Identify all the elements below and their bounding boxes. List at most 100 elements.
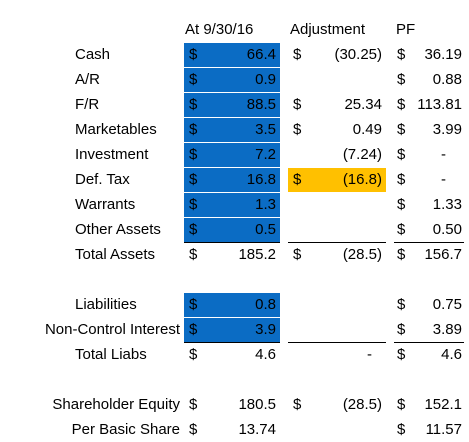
base-value: 1.3 (255, 196, 276, 213)
base-value: 66.4 (246, 46, 276, 63)
currency-symbol: $ (397, 171, 406, 188)
currency-symbol: $ (397, 246, 406, 263)
base-value-cell: $13.74 (184, 418, 280, 442)
currency-symbol: $ (189, 71, 198, 88)
currency-symbol: $ (189, 396, 198, 413)
header-date: At 9/30/16 (185, 21, 254, 38)
table-row: Other Assets $0.5 $0.50 (0, 218, 469, 243)
pf-value-cell: $0.75 (394, 293, 464, 317)
base-value: 185.2 (238, 246, 276, 263)
pf-value: 0.50 (432, 221, 462, 238)
base-value: 7.2 (255, 146, 276, 163)
currency-symbol: $ (293, 121, 302, 138)
row-label: F/R (75, 96, 100, 113)
currency-symbol: $ (189, 46, 198, 63)
currency-symbol: $ (397, 396, 406, 413)
pf-value: 156.7 (424, 246, 462, 263)
adjustment-value-cell: $ (30.25) (288, 43, 386, 67)
table-row: Non-Control Interest $3.9 $3.89 (0, 318, 469, 343)
row-label: Non-Control Interest (44, 321, 180, 338)
adjustment-value-cell: $0.49 (288, 118, 386, 142)
currency-symbol: $ (189, 346, 198, 363)
pf-value: 0.88 (432, 71, 462, 88)
currency-symbol: $ (189, 196, 198, 213)
base-value-cell: $66.4 (184, 43, 280, 67)
pf-value: 0.75 (432, 296, 462, 313)
adjustment-value: (28.5) (342, 396, 382, 413)
pf-value-cell: $156.7 (394, 243, 464, 267)
base-value-cell: $3.5 (184, 118, 280, 142)
table-row: A/R $0.9 $0.88 (0, 68, 469, 92)
adjustment-value-cell (288, 193, 386, 217)
pf-value-cell: $36.19 (394, 43, 464, 67)
pf-value: - (441, 171, 446, 188)
table-row: Shareholder Equity $180.5 $ (28.5) $152.1 (0, 393, 469, 417)
currency-symbol: $ (189, 321, 198, 338)
adjustment-value-cell (288, 68, 386, 92)
pf-value: 3.99 (432, 121, 462, 138)
row-label: Investment (75, 146, 149, 163)
base-value-cell: $0.5 (184, 218, 280, 243)
pf-value-cell: $ - (394, 143, 464, 167)
row-label: Total Liabs (75, 346, 147, 363)
currency-symbol: $ (189, 421, 198, 438)
table-row: Cash $66.4 $ (30.25) $36.19 (0, 43, 469, 67)
pf-value: 11.57 (425, 421, 462, 438)
adjustment-value: (30.25) (334, 46, 382, 63)
base-value: 88.5 (246, 96, 276, 113)
currency-symbol: $ (189, 146, 198, 163)
pf-value-cell: $3.89 (394, 318, 464, 343)
pf-value: 1.33 (432, 196, 462, 213)
base-value-cell: $0.9 (184, 68, 280, 92)
pf-value-cell: $113.81 (394, 93, 464, 117)
adjustment-value: (16.8) (342, 171, 382, 188)
adjustment-value: - (367, 346, 372, 363)
table-row: F/R $88.5 $25.34 $113.81 (0, 93, 469, 117)
row-label: Total Assets (75, 246, 156, 263)
base-value-cell: $0.8 (184, 293, 280, 317)
base-value: 0.5 (255, 221, 276, 238)
pf-value: 113.81 (417, 96, 462, 113)
table-row: Per Basic Share $13.74 $11.57 (0, 418, 469, 442)
row-label: Def. Tax (75, 171, 130, 188)
row-label: Marketables (75, 121, 157, 138)
currency-symbol: $ (397, 121, 406, 138)
base-value: 13.74 (238, 421, 276, 438)
pf-value-cell: $152.1 (394, 393, 464, 417)
adjustment-value-cell: - (288, 343, 386, 367)
currency-symbol: $ (189, 96, 198, 113)
adjustment-value-cell (288, 293, 386, 317)
base-value-cell: $88.5 (184, 93, 280, 117)
adjustment-value: 25.34 (344, 96, 382, 113)
pf-value-cell: $ - (394, 168, 464, 192)
table-row: Total Liabs $4.6 - $4.6 (0, 343, 469, 367)
currency-symbol: $ (397, 321, 406, 338)
currency-symbol: $ (189, 221, 198, 238)
currency-symbol: $ (293, 46, 302, 63)
base-value: 3.5 (255, 121, 276, 138)
row-label: Liabilities (75, 296, 137, 313)
pf-value: 152.1 (424, 396, 462, 413)
adjustment-value-cell (288, 418, 386, 442)
table-row: Warrants $1.3 $1.33 (0, 193, 469, 217)
base-value-cell: $3.9 (184, 318, 280, 343)
adjustment-value-cell: $ (28.5) (288, 393, 386, 417)
currency-symbol: $ (293, 246, 302, 263)
pf-value-cell: $0.50 (394, 218, 464, 243)
row-label: Per Basic Share (71, 421, 180, 438)
currency-symbol: $ (293, 96, 302, 113)
pf-value-cell: $1.33 (394, 193, 464, 217)
header-pf: PF (396, 21, 416, 38)
base-value-cell: $16.8 (184, 168, 280, 192)
currency-symbol: $ (293, 171, 302, 188)
currency-symbol: $ (189, 171, 198, 188)
currency-symbol: $ (397, 196, 406, 213)
row-label: Other Assets (75, 221, 161, 238)
row-label: Warrants (75, 196, 136, 213)
currency-symbol: $ (397, 221, 406, 238)
pf-value: 4.6 (441, 346, 462, 363)
adjustment-value: (7.24) (342, 146, 382, 163)
base-value: 16.8 (246, 171, 276, 188)
row-label: Cash (75, 46, 111, 63)
